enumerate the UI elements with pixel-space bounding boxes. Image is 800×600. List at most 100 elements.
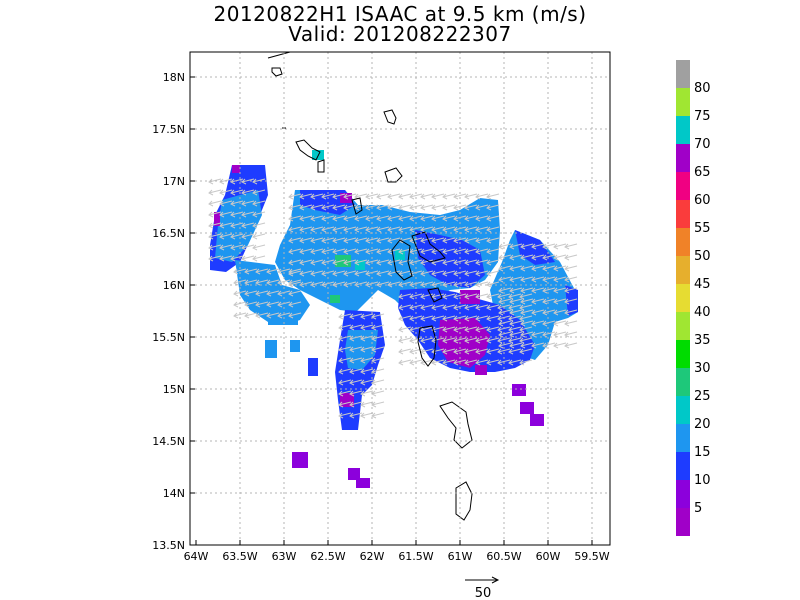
wind-vector-head (349, 324, 355, 331)
wind-vector-head (321, 215, 327, 222)
wind-vector (387, 193, 401, 198)
wind-vector (442, 304, 456, 309)
wind-vector-head (409, 204, 415, 211)
wind-vector-head (321, 248, 327, 255)
wind-vector (498, 309, 512, 314)
wind-vector-head (354, 215, 360, 222)
wind-vector-head (208, 222, 214, 229)
wind-vector-head (219, 178, 225, 185)
y-tick-label: 15.5N (152, 331, 185, 344)
wind-vector-head (343, 237, 349, 244)
wind-cell (356, 478, 370, 488)
wind-vector-head (244, 290, 250, 297)
wind-vector (266, 290, 280, 295)
y-tick-label: 18N (163, 71, 185, 84)
wind-vector-head (519, 293, 525, 300)
wind-vector-head (498, 276, 504, 283)
wind-vector-head (453, 215, 459, 222)
wind-vector-head (520, 243, 526, 250)
wind-vector-head (519, 359, 525, 366)
wind-vector-head (398, 248, 404, 255)
wind-vector (431, 270, 445, 275)
island-coastline (455, 481, 473, 521)
wind-vector-head (365, 226, 371, 233)
wind-vector (321, 237, 335, 242)
wind-vector (564, 298, 578, 303)
wind-vector-head (475, 337, 481, 344)
wind-vector (409, 204, 423, 209)
wind-vector (564, 309, 578, 314)
wind-vector-head (464, 348, 470, 355)
wind-vector (442, 215, 456, 220)
wind-vector (509, 254, 523, 259)
wind-vector-head (509, 331, 515, 338)
wind-vector-head (486, 270, 492, 277)
wind-vector-head (564, 331, 570, 338)
y-tick-label: 13.5N (152, 539, 185, 552)
wind-vector-head (420, 259, 426, 266)
colorbar-swatch (676, 284, 690, 312)
wind-vector (371, 368, 385, 373)
wind-vector (360, 412, 374, 417)
wind-vector-head (509, 254, 515, 261)
wind-vector-head (486, 304, 492, 311)
wind-vector-head (509, 287, 515, 294)
x-tick-label: 63.5W (222, 550, 257, 563)
wind-vector-head (376, 226, 382, 233)
wind-vector-head (332, 259, 338, 266)
wind-vector-head (255, 290, 261, 297)
wind-vector-head (288, 237, 294, 244)
wind-vector (553, 265, 567, 270)
wind-vector-head (365, 204, 371, 211)
wind-vector (542, 265, 556, 270)
wind-vector (553, 320, 567, 325)
wind-vector-head (354, 204, 360, 211)
wind-vector (564, 276, 578, 281)
wind-vector-head (277, 301, 283, 308)
wind-vector (376, 248, 390, 253)
wind-vector-head (349, 401, 355, 408)
wind-vector (420, 270, 434, 275)
wind-vector-head (453, 259, 459, 266)
wind-vector-head (498, 342, 504, 349)
wind-vector (486, 270, 500, 275)
wind-vector (442, 315, 456, 320)
wind-vector-head (486, 259, 492, 266)
wind-vector-head (376, 204, 382, 211)
wind-vector-head (431, 215, 437, 222)
wind-vector-head (431, 193, 437, 200)
wind-vector (338, 346, 352, 351)
wind-vector-head (431, 326, 437, 333)
wind-vector-head (387, 226, 393, 233)
wind-vector-head (252, 244, 258, 251)
wind-vector-head (349, 379, 355, 386)
wind-vector (475, 193, 489, 198)
wind-vector-head (442, 359, 448, 366)
colorbar-label: 60 (694, 193, 711, 208)
map-title-line2: Valid: 201208222307 (288, 22, 512, 46)
wind-vector-head (542, 276, 548, 283)
wind-vector-head (409, 348, 415, 355)
wind-vector (475, 248, 489, 253)
wind-vector (219, 189, 233, 194)
wind-vector (219, 211, 233, 216)
wind-vector-head (486, 326, 492, 333)
wind-vector (431, 237, 445, 242)
wind-vector (349, 368, 363, 373)
wind-vector-head (387, 215, 393, 222)
wind-vector (332, 193, 346, 198)
wind-vector-head (531, 331, 537, 338)
colorbar-swatch (676, 60, 690, 88)
wind-vector (288, 312, 302, 317)
wind-vector (475, 326, 489, 331)
wind-vector-head (464, 259, 470, 266)
wind-vector (475, 359, 489, 364)
wind-vector (542, 342, 556, 347)
wind-vector-head (354, 226, 360, 233)
wind-vector (343, 270, 357, 275)
wind-vector-head (288, 259, 294, 266)
wind-vector (542, 331, 556, 336)
colorbar-swatch (676, 116, 690, 144)
wind-vector-head (398, 337, 404, 344)
wind-vector-head (442, 215, 448, 222)
